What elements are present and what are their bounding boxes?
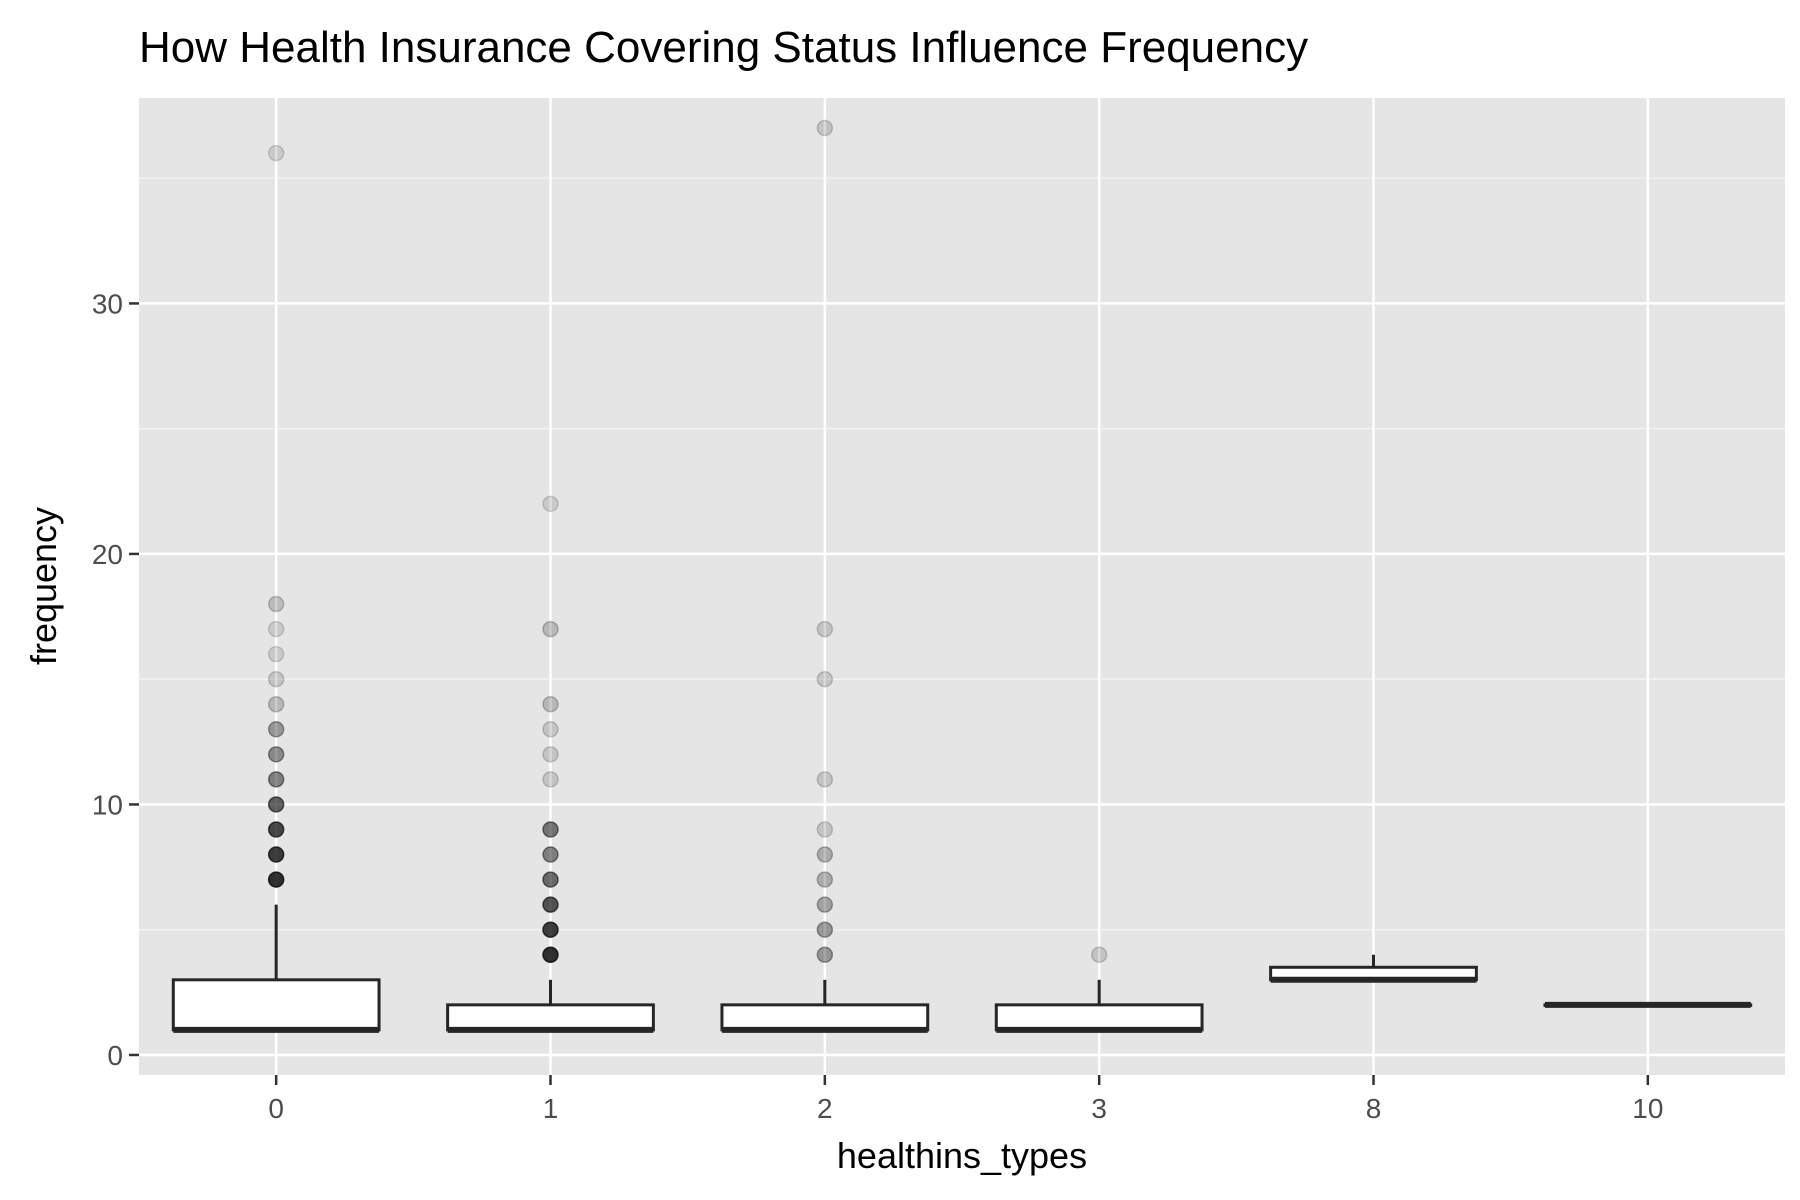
x-tick-label: 2 [817,1093,833,1124]
outlier-point [267,846,285,863]
outlier-point [267,695,285,713]
grid-lines [139,98,1785,1075]
outlier-point [542,746,559,763]
outlier-point [542,721,559,738]
x-tick-label: 10 [1632,1093,1663,1124]
x-tick-label: 0 [268,1093,284,1124]
y-tick-label: 30 [92,288,123,319]
outlier-point [542,946,559,964]
outlier-point [816,670,834,688]
outlier-point [816,119,834,137]
outlier-point [542,771,559,788]
outlier-point [267,595,285,613]
outlier-point [267,645,285,663]
y-tick-label: 0 [107,1040,123,1071]
outlier-point [816,871,834,888]
box-group-3 [994,946,1204,1033]
box-iqr [446,1003,655,1032]
y-tick-label: 10 [92,789,123,820]
outlier-point [267,144,285,162]
outlier-point [542,821,559,838]
outlier-point [267,771,285,788]
box-iqr [171,978,381,1032]
outlier-point [1090,946,1108,964]
chart-title: How Health Insurance Covering Status Inf… [139,23,1308,72]
outlier-point [816,771,834,788]
box-series [171,119,1753,1033]
box-iqr [994,1003,1204,1032]
outlier-point [267,796,285,813]
outlier-point [542,921,559,938]
box-group-10 [1543,1001,1753,1008]
outlier-point [542,896,559,913]
x-tick-label: 1 [543,1093,559,1124]
outlier-point [542,495,559,513]
outlier-point [542,846,559,863]
x-axis-label: healthins_types [837,1135,1087,1176]
box-iqr [720,1003,930,1032]
y-axis-label: frequency [23,507,64,665]
y-axis: 0 10 20 30 [92,288,139,1071]
outlier-point [816,921,834,938]
outlier-point [816,821,834,838]
x-tick-label: 8 [1366,1093,1382,1124]
box-group-2 [720,119,930,1033]
outlier-point [267,746,285,763]
x-tick-label: 3 [1091,1093,1107,1124]
outlier-point [267,620,285,638]
outlier-point [816,620,834,638]
outlier-point [816,946,834,964]
outlier-point [816,846,834,863]
plot-panel [139,98,1785,1075]
box-group-8 [1269,954,1478,983]
outlier-point [816,896,834,913]
box-group-0 [171,144,381,1033]
outlier-point [267,721,285,738]
outlier-point [542,695,559,713]
outlier-point [542,871,559,888]
box-group-1 [446,495,655,1033]
outlier-point [267,821,285,838]
outlier-point [267,871,285,888]
y-tick-label: 20 [92,539,123,570]
x-axis: 0 1 2 3 8 10 [268,1075,1663,1124]
outlier-point [267,670,285,688]
outlier-point [542,620,559,638]
